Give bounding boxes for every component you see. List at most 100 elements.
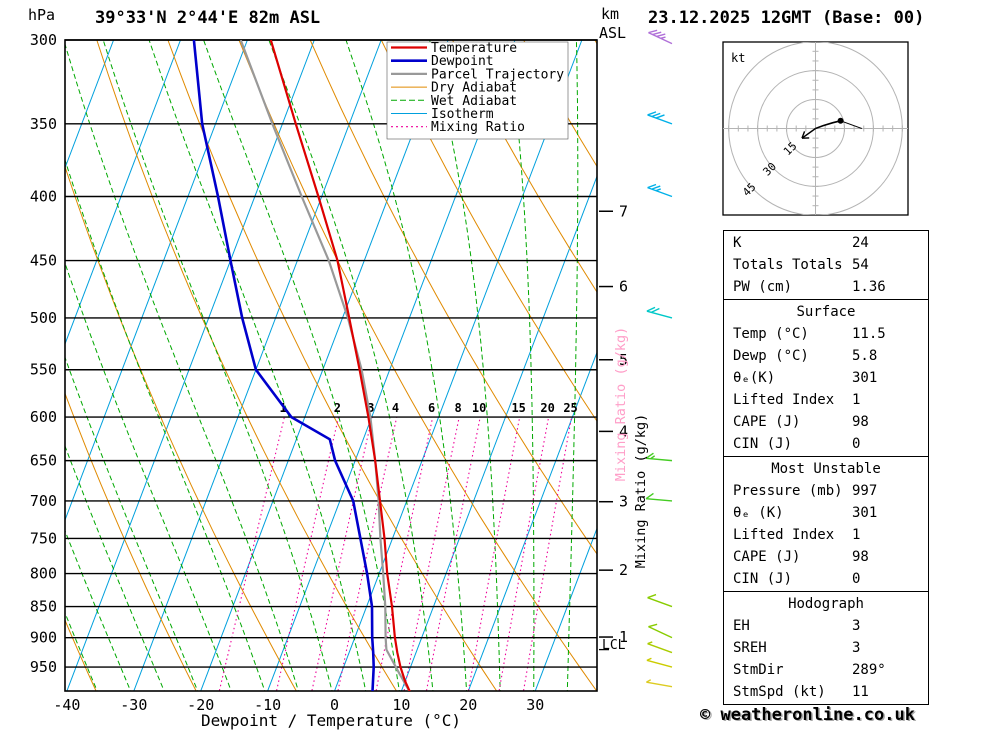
panel-row-label: StmSpd (kt) (733, 684, 826, 700)
pressure-tick-label: 400 (30, 187, 57, 205)
wind-barb (647, 597, 673, 608)
temp-tick-label: 20 (459, 696, 477, 714)
panel-section-title: Hodograph (788, 596, 864, 612)
panel-row-label: θₑ (K) (733, 505, 784, 521)
parcel-trajectory-curve (239, 40, 411, 691)
pressure-tick-label: 550 (30, 361, 57, 379)
panel-section: Most Unstable Pressure (mb) 997 θₑ (K) 301 Li… (723, 456, 929, 592)
panel-row-label: CIN (J) (733, 436, 793, 452)
temp-tick-label: 30 (526, 696, 544, 714)
km-tick-label: 7 (619, 202, 628, 220)
panel-row-label: CAPE (J) (733, 414, 801, 430)
wind-barb (647, 114, 673, 125)
pressure-tick-label: 850 (30, 598, 57, 616)
panel-row-label: StmDir (733, 662, 784, 678)
panel-row: SREH 3 (724, 637, 928, 659)
plot-border (64, 39, 598, 692)
panel-row-value: 98 (852, 549, 869, 565)
pressure-tick-label: 950 (30, 658, 57, 676)
panel-row-label: SREH (733, 640, 767, 656)
legend-label: Parcel Trajectory (431, 67, 564, 82)
pressure-tick-label: 750 (30, 529, 57, 547)
mixing-ratio-value-label: 4 (392, 401, 399, 415)
temp-tick-label: -10 (254, 696, 281, 714)
panel-section-title: Surface (796, 304, 856, 320)
panel-row-label: PW (cm) (733, 279, 793, 295)
panel-row-value: 54 (852, 257, 869, 273)
wind-barb (648, 31, 673, 45)
copyright: © weatheronline.co.uk (700, 705, 915, 725)
hodograph-unit-label: kt (731, 51, 745, 65)
panel-row-value: 98 (852, 414, 869, 430)
panel-row-value: 3 (852, 618, 861, 634)
panel-row: CAPE (J) 98 (724, 546, 928, 568)
km-tick-label: 3 (619, 493, 628, 511)
panel-row: θₑ(K) 301 (724, 367, 928, 389)
pressure-tick-label: 450 (30, 252, 57, 270)
panel-row: CIN (J) 0 (724, 433, 928, 455)
altitude-unit-asl-label: ASL (599, 24, 627, 42)
panel-row: Dewp (°C) 5.8 (724, 345, 928, 367)
panel-row: Lifted Index 1 (724, 524, 928, 546)
mixing-ratio-value-label: 3 (367, 401, 374, 415)
panel-row: Temp (°C) 11.5 (724, 323, 928, 345)
panel-row: PW (cm) 1.36 (724, 276, 928, 298)
lcl-label: LCL (602, 638, 626, 653)
panel-row-value: 301 (852, 505, 878, 521)
mixing-ratio-value-label: 6 (428, 401, 435, 415)
panel-row-value: 24 (852, 235, 869, 251)
pressure-tick-label: 800 (30, 565, 57, 583)
temp-axis-labels: -40 -30 -20 -10 0 10 20 30 (53, 696, 544, 714)
x-axis-title: Dewpoint / Temperature (°C) (200, 711, 462, 730)
pressure-tick-label: 700 (30, 492, 57, 510)
mixing-ratio-value-label: 25 (563, 401, 577, 415)
panel-row-label: θₑ(K) (733, 370, 776, 386)
panel-row-value: 1.36 (852, 279, 886, 295)
wind-barb (646, 681, 673, 688)
mixing-ratio-value-label: 2 (334, 401, 341, 415)
mixing-ratio-value-label: 10 (472, 401, 486, 415)
panel-row-value: 0 (852, 571, 861, 587)
panel-row: K 24 (724, 232, 928, 254)
wind-barb (647, 642, 673, 654)
legend-label: Dry Adiabat (431, 81, 517, 96)
panel-row: θₑ (K) 301 (724, 502, 928, 524)
mixing-ratio-value-label: 15 (511, 401, 525, 415)
dewpoint-curve (192, 40, 376, 691)
panel-row: Totals Totals 54 (724, 254, 928, 276)
pressure-tick-label: 900 (30, 629, 57, 647)
panel-section: K 24 Totals Totals 54 PW (cm) 1.36 (723, 230, 929, 300)
panel-row-label: EH (733, 618, 750, 634)
temp-tick-label: -40 (53, 696, 80, 714)
mixing-ratio-layer (218, 416, 573, 691)
legend-label: Wet Adiabat (431, 94, 517, 109)
mixing-ratio-axis-label-pink: Mixing Ratio (g/kg) (613, 326, 629, 482)
dry-adiabat-layer (65, 40, 597, 691)
mixing-ratio-labels: 1 2 3 4 6 8 10 15 20 25 (279, 401, 577, 415)
panel-row-value: 11.5 (852, 326, 886, 342)
panel-row-value: 1 (852, 392, 861, 408)
pressure-tick-label: 650 (30, 452, 57, 470)
km-axis: 7 6 5 4 3 2 1 (599, 202, 628, 651)
panel-row-label: CAPE (J) (733, 549, 801, 565)
panel-row-value: 5.8 (852, 348, 878, 364)
wind-barb-column (645, 29, 673, 688)
km-tick-label: 5 (619, 351, 628, 369)
wind-barb (647, 186, 673, 198)
panel-row-value: 1 (852, 527, 861, 543)
panel-row-value: 3 (852, 640, 861, 656)
panel-section-title: Most Unstable (771, 461, 881, 477)
legend-label: Dewpoint (431, 54, 494, 69)
panel-row-label: Pressure (mb) (733, 483, 843, 499)
panel-row-label: Dewp (°C) (733, 348, 809, 364)
panel-row-label: Lifted Index (733, 392, 835, 408)
panel-row-value: 301 (852, 370, 878, 386)
temp-tick-label: 0 (330, 696, 339, 714)
panel-row-label: Totals Totals (733, 257, 843, 273)
page-title: 39°33'N 2°44'E 82m ASL (95, 8, 321, 28)
isotherm-layer (65, 40, 597, 691)
temp-tick-label: 10 (392, 696, 410, 714)
panel-row-value: 0 (852, 436, 861, 452)
